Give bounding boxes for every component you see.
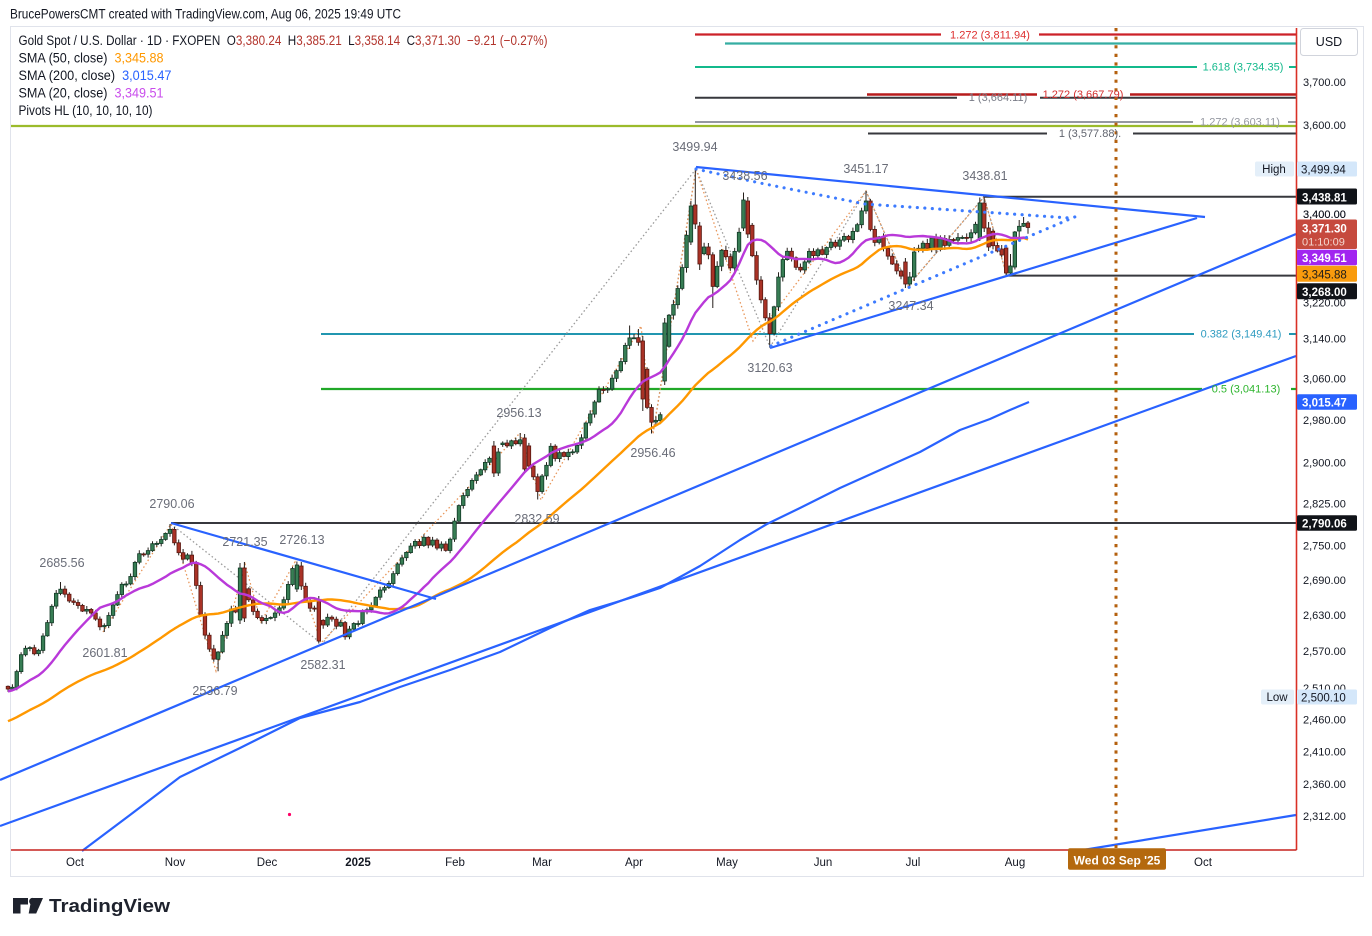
svg-text:BrucePowersCMT created with Tr: BrucePowersCMT created with TradingView.…	[10, 7, 401, 22]
svg-text:2,570.00: 2,570.00	[1303, 646, 1346, 658]
svg-text:2832.59: 2832.59	[514, 512, 559, 526]
svg-text:2582.31: 2582.31	[300, 658, 345, 672]
svg-text:2,790.06: 2,790.06	[1302, 519, 1347, 531]
svg-text:Nov: Nov	[165, 857, 186, 869]
svg-text:3,060.00: 3,060.00	[1303, 374, 1346, 386]
svg-text:2790.06: 2790.06	[149, 497, 194, 511]
svg-text:3120.63: 3120.63	[747, 361, 792, 375]
svg-text:Dec: Dec	[257, 857, 278, 869]
svg-text:Oct: Oct	[66, 857, 85, 869]
svg-text:3499.94: 3499.94	[672, 140, 717, 154]
svg-text:High: High	[1262, 164, 1286, 176]
svg-text:Aug: Aug	[1005, 857, 1025, 869]
svg-text:3,371.30: 3,371.30	[1302, 224, 1347, 236]
svg-text:2,630.00: 2,630.00	[1303, 610, 1346, 622]
svg-text:1 (3,664.11): 1 (3,664.11)	[969, 92, 1028, 104]
svg-text:3,700.00: 3,700.00	[1303, 77, 1346, 89]
svg-text:Jun: Jun	[814, 857, 833, 869]
svg-text:2,825.00: 2,825.00	[1303, 498, 1346, 510]
svg-text:Pivots HL (10, 10, 10, 10): Pivots HL (10, 10, 10, 10)	[19, 103, 153, 118]
svg-text:3438.56: 3438.56	[722, 169, 767, 183]
svg-text:2601.81: 2601.81	[82, 646, 127, 660]
svg-text:2,500.10: 2,500.10	[1301, 693, 1346, 705]
svg-text:0.5 (3,041.13): 0.5 (3,041.13)	[1212, 384, 1281, 396]
svg-text:Jul: Jul	[906, 857, 921, 869]
svg-text:SMA (50, close) 3,345.88: SMA (50, close) 3,345.88	[19, 50, 164, 65]
svg-text:2025: 2025	[345, 857, 371, 869]
svg-text:01:10:09: 01:10:09	[1302, 237, 1345, 249]
svg-text:2721.35: 2721.35	[222, 535, 267, 549]
svg-text:3247.34: 3247.34	[888, 299, 933, 313]
svg-text:Feb: Feb	[445, 857, 465, 869]
svg-text:2,690.00: 2,690.00	[1303, 575, 1346, 587]
svg-text:3,600.00: 3,600.00	[1303, 120, 1346, 132]
svg-text:3,345.88: 3,345.88	[1302, 270, 1347, 282]
svg-text:2,460.00: 2,460.00	[1303, 714, 1346, 726]
svg-text:USD: USD	[1316, 35, 1342, 49]
svg-text:1.272 (3,811.94): 1.272 (3,811.94)	[950, 30, 1030, 42]
svg-text:2,750.00: 2,750.00	[1303, 540, 1346, 552]
svg-text:3,499.94: 3,499.94	[1301, 165, 1346, 177]
svg-text:3,140.00: 3,140.00	[1303, 333, 1346, 345]
svg-text:2,312.00: 2,312.00	[1303, 811, 1346, 823]
svg-text:2,410.00: 2,410.00	[1303, 746, 1346, 758]
svg-text:SMA (200, close) 3,015.47: SMA (200, close) 3,015.47	[19, 68, 172, 83]
svg-text:1.618 (3,734.35): 1.618 (3,734.35)	[1203, 62, 1284, 74]
svg-text:0.382 (3,149.41): 0.382 (3,149.41)	[1201, 329, 1282, 341]
svg-text:3,268.00: 3,268.00	[1302, 287, 1347, 299]
svg-text:Oct: Oct	[1194, 857, 1213, 869]
svg-text:2685.56: 2685.56	[39, 556, 84, 570]
svg-text:3438.81: 3438.81	[962, 169, 1007, 183]
svg-text:TradingView: TradingView	[49, 896, 171, 916]
svg-text:3451.17: 3451.17	[843, 162, 888, 176]
svg-text:2726.13: 2726.13	[279, 533, 324, 547]
svg-text:3,400.00: 3,400.00	[1303, 209, 1346, 221]
svg-text:2,980.00: 2,980.00	[1303, 415, 1346, 427]
svg-text:1.272 (3,603.11): 1.272 (3,603.11)	[1200, 117, 1280, 129]
svg-text:Apr: Apr	[625, 857, 643, 869]
svg-text:1 (3,577.88).: 1 (3,577.88).	[1059, 128, 1121, 140]
svg-text:2,900.00: 2,900.00	[1303, 457, 1346, 469]
svg-text:2956.13: 2956.13	[496, 406, 541, 420]
svg-text:2956.46: 2956.46	[630, 446, 675, 460]
svg-text:2,360.00: 2,360.00	[1303, 779, 1346, 791]
svg-text:May: May	[716, 857, 738, 869]
svg-text:3,349.51: 3,349.51	[1302, 253, 1347, 265]
svg-text:Mar: Mar	[532, 857, 552, 869]
svg-text:3,220.00: 3,220.00	[1303, 298, 1346, 310]
svg-text:Low: Low	[1266, 692, 1288, 704]
svg-text:3,438.81: 3,438.81	[1302, 193, 1347, 205]
svg-text:2536.79: 2536.79	[192, 684, 237, 698]
svg-text:Gold Spot / U.S. Dollar · 1D ·: Gold Spot / U.S. Dollar · 1D · FXOPEN O3…	[19, 33, 548, 48]
svg-text:SMA (20, close) 3,349.51: SMA (20, close) 3,349.51	[19, 85, 164, 100]
svg-text:1.272 (3,667.79): 1.272 (3,667.79)	[1043, 89, 1124, 101]
svg-text:3,015.47: 3,015.47	[1302, 398, 1347, 410]
svg-text:Wed 03 Sep '25: Wed 03 Sep '25	[1074, 854, 1161, 868]
svg-text:3,400.00: 3,400.00	[1303, 209, 1346, 221]
